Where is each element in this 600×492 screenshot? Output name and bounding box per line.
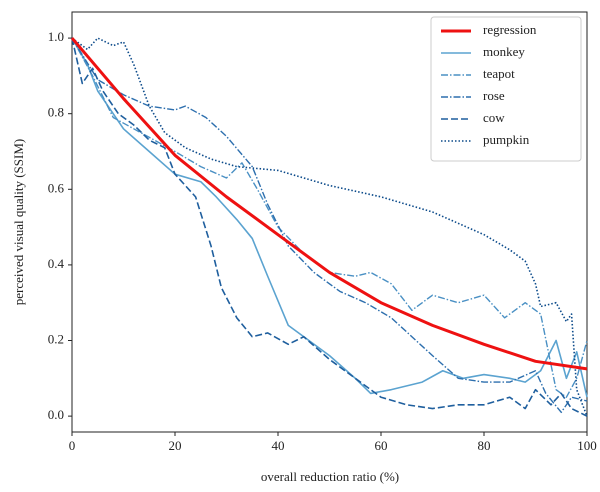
series-line (71, 37, 588, 414)
series-line (71, 37, 588, 417)
y-tick-label: 1.0 (48, 29, 64, 44)
series-line (70, 37, 588, 371)
plot-frame (71, 11, 588, 433)
x-tick-label: 20 (169, 438, 182, 453)
series-line (71, 37, 588, 417)
y-axis-label: perceived visual quality (SSIM) (11, 139, 26, 305)
x-tick-label: 40 (272, 438, 285, 453)
series-line (71, 37, 588, 398)
legend-label: regression (483, 22, 537, 37)
y-tick-label: 0.2 (48, 331, 64, 346)
y-tick-label: 0.6 (48, 180, 65, 195)
x-tick-label: 80 (478, 438, 491, 453)
series-line (71, 37, 588, 398)
y-tick-label: 0.8 (48, 105, 64, 120)
legend-label: teapot (483, 66, 515, 81)
y-tick-label: 0.4 (48, 256, 65, 271)
x-tick-label: 60 (375, 438, 388, 453)
legend-label: monkey (483, 44, 525, 59)
legend-label: rose (483, 88, 505, 103)
x-tick-label: 100 (577, 438, 597, 453)
x-axis-label: overall reduction ratio (%) (261, 469, 399, 484)
legend-label: cow (483, 110, 505, 125)
legend-label: pumpkin (483, 132, 530, 147)
x-tick-label: 0 (69, 438, 76, 453)
y-tick-label: 0.0 (48, 407, 64, 422)
